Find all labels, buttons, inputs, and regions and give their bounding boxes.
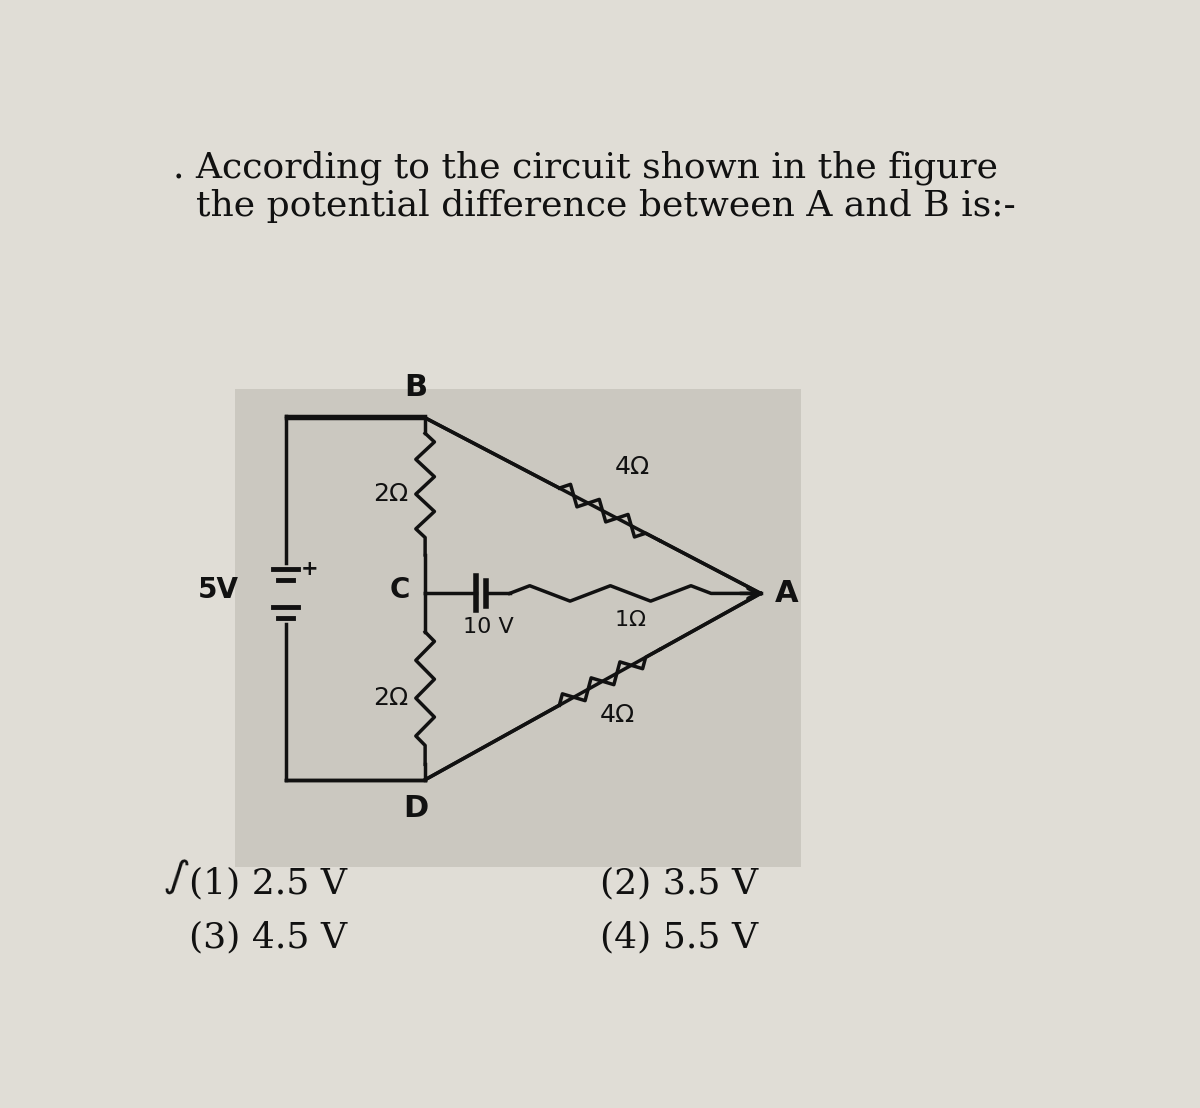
Text: (3) 4.5 V: (3) 4.5 V <box>188 921 347 955</box>
Text: C: C <box>389 576 409 604</box>
Text: D: D <box>403 793 428 822</box>
Text: 4$\Omega$: 4$\Omega$ <box>599 704 636 727</box>
Text: the potential difference between A and B is:-: the potential difference between A and B… <box>173 189 1016 223</box>
Text: B: B <box>404 373 427 402</box>
Text: 2$\Omega$: 2$\Omega$ <box>373 686 409 710</box>
Text: 1$\Omega$: 1$\Omega$ <box>614 611 647 630</box>
Text: +: + <box>301 558 319 578</box>
Bar <box>235 389 802 866</box>
Text: 2$\Omega$: 2$\Omega$ <box>373 482 409 506</box>
Text: . According to the circuit shown in the figure: . According to the circuit shown in the … <box>173 151 998 185</box>
Text: 5V: 5V <box>198 575 239 604</box>
Text: 4$\Omega$: 4$\Omega$ <box>614 454 650 479</box>
Text: (2) 3.5 V: (2) 3.5 V <box>600 866 757 901</box>
Text: ∫: ∫ <box>162 856 191 899</box>
Text: (1) 2.5 V: (1) 2.5 V <box>188 866 347 901</box>
Text: 10 V: 10 V <box>463 616 514 636</box>
Text: (4) 5.5 V: (4) 5.5 V <box>600 921 757 955</box>
Text: A: A <box>775 578 798 608</box>
